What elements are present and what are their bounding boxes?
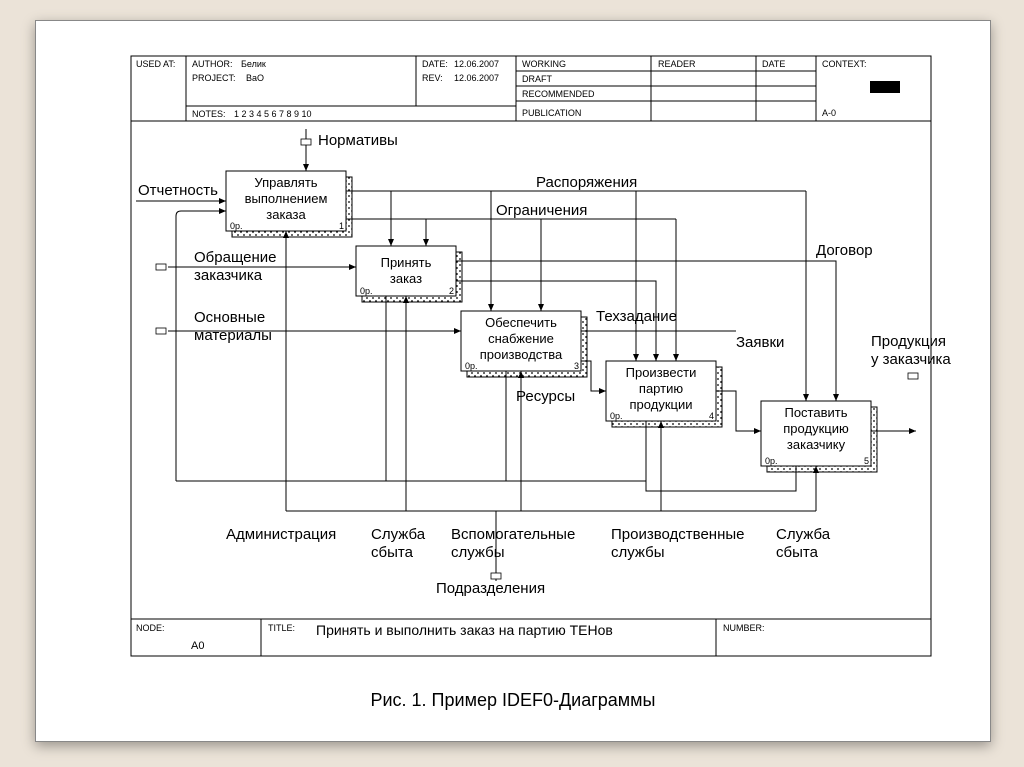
label-osnovnye2: материалы (194, 327, 272, 344)
label-obraschenie1: Обращение (194, 249, 276, 266)
figure-caption: Рис. 1. Пример IDEF0-Диаграммы (370, 690, 655, 710)
label-proizv2: службы (611, 544, 665, 561)
box5-line3: заказчику (787, 437, 846, 452)
date2-label: DATE (762, 59, 785, 69)
label-produkciya1: Продукция (871, 333, 946, 350)
working-label: WORKING (522, 59, 566, 69)
reader-label: READER (658, 59, 696, 69)
box3-line2: снабжение (488, 331, 554, 346)
author-label: AUTHOR: (192, 59, 233, 69)
label-osnovnye1: Основные (194, 309, 265, 326)
notes-label: NOTES: (192, 109, 226, 119)
rev-label: REV: (422, 73, 443, 83)
node-label: NODE: (136, 623, 165, 633)
box2-cost: 0р. (360, 286, 373, 296)
node-value: A0 (191, 640, 204, 652)
context-code: A-0 (822, 108, 836, 118)
label-sbyta2a: сбыта (371, 544, 414, 561)
label-obraschenie2: заказчика (194, 267, 263, 284)
box5-cost: 0р. (765, 456, 778, 466)
label-vspomog1: Вспомогательные (451, 526, 575, 543)
label-vspomog2: службы (451, 544, 505, 561)
rev-value: 12.06.2007 (454, 73, 499, 83)
date-value: 12.06.2007 (454, 59, 499, 69)
draft-label: DRAFT (522, 74, 552, 84)
box2-line1: Принять (381, 255, 432, 270)
label-produkciya2: у заказчика (871, 351, 951, 368)
header-table: USED AT: AUTHOR: Белик PROJECT: BaO DATE… (131, 56, 931, 121)
label-ogranicheniya: Ограничения (496, 202, 587, 219)
title-value: Принять и выполнить заказ на партию ТЕНо… (316, 622, 613, 638)
idef0-diagram: USED AT: AUTHOR: Белик PROJECT: BaO DATE… (36, 21, 990, 741)
box4-cost: 0р. (610, 411, 623, 421)
context-blackbox (870, 81, 900, 93)
recommended-label: RECOMMENDED (522, 89, 595, 99)
box1-line2: выполнением (245, 191, 328, 206)
label-sbyta1a: Служба (371, 526, 426, 543)
label-sbyta2b: сбыта (776, 544, 819, 561)
box1-line1: Управлять (254, 175, 317, 190)
box4-line1: Произвести (626, 365, 697, 380)
label-podrazdeleniya: Подразделения (436, 580, 545, 597)
used-at-label: USED AT: (136, 59, 175, 69)
box1-num: 1 (339, 221, 344, 231)
box3-line3: производства (480, 347, 563, 362)
project-value: BaO (246, 73, 264, 83)
title-label: TITLE: (268, 623, 295, 633)
label-dogovor: Договор (816, 242, 873, 259)
label-normativy: Нормативы (318, 132, 398, 149)
project-label: PROJECT: (192, 73, 236, 83)
box5-line2: продукцию (783, 421, 849, 436)
box4-line2: партию (639, 381, 683, 396)
label-otchetnost: Отчетность (138, 182, 218, 199)
box3-num: 3 (574, 361, 579, 371)
label-admin: Администрация (226, 526, 336, 543)
label-tehzadanie: Техзадание (596, 308, 677, 325)
box1-cost: 0р. (230, 221, 243, 231)
publication-label: PUBLICATION (522, 108, 581, 118)
date-label: DATE: (422, 59, 448, 69)
box2-line2: заказ (390, 271, 422, 286)
box5-line1: Поставить (784, 405, 847, 420)
box3-line1: Обеспечить (485, 315, 557, 330)
footer-table: NODE: A0 TITLE: Принять и выполнить зака… (131, 619, 931, 656)
label-rasporyazheniya: Распоряжения (536, 174, 637, 191)
box4-line3: продукции (630, 397, 693, 412)
slide: USED AT: AUTHOR: Белик PROJECT: BaO DATE… (0, 0, 1024, 767)
notes-value: 1 2 3 4 5 6 7 8 9 10 (234, 109, 312, 119)
box3-cost: 0р. (465, 361, 478, 371)
box4-num: 4 (709, 411, 714, 421)
number-label: NUMBER: (723, 623, 765, 633)
box1-line3: заказа (266, 207, 306, 222)
author-value: Белик (241, 59, 266, 69)
box2-num: 2 (449, 286, 454, 296)
label-zayavki: Заявки (736, 334, 784, 351)
context-label: CONTEXT: (822, 59, 867, 69)
box5-num: 5 (864, 456, 869, 466)
diagram-frame: USED AT: AUTHOR: Белик PROJECT: BaO DATE… (35, 20, 991, 742)
label-sbyta1b: Служба (776, 526, 831, 543)
label-proizv1: Производственные (611, 526, 745, 543)
label-resursy: Ресурсы (516, 388, 575, 405)
